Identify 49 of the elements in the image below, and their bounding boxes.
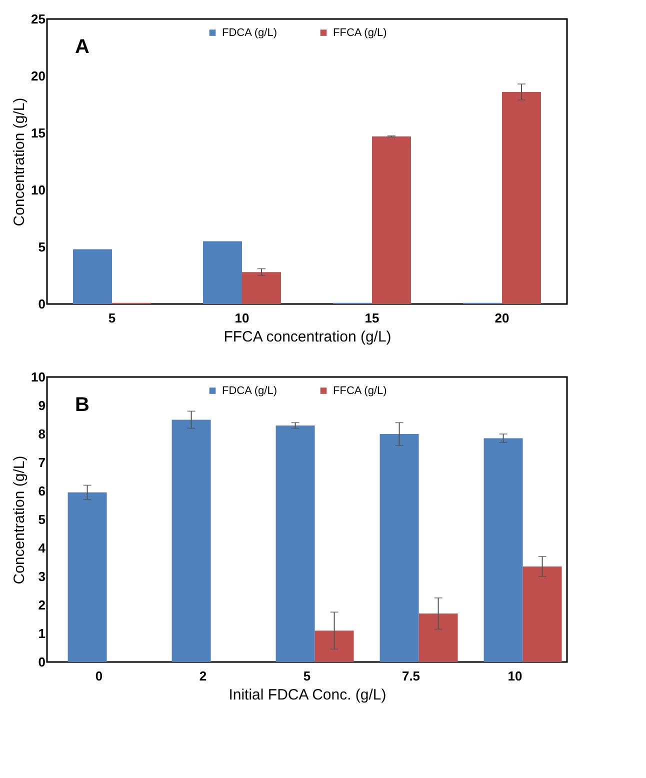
y-axis-title: Concentration (g/L)	[11, 456, 28, 584]
legend-label: FDCA (g/L)	[222, 26, 278, 39]
y-tick-label: 1	[38, 626, 46, 641]
bar	[203, 241, 242, 304]
x-tick-label: 20	[494, 310, 510, 326]
y-axis-title: Concentration (g/L)	[11, 98, 28, 226]
bar	[418, 614, 458, 662]
y-tick-label: 10	[31, 370, 46, 384]
y-tick-label: 5	[38, 512, 46, 527]
bar	[372, 136, 411, 304]
bar	[172, 420, 211, 662]
y-tick-label: 15	[31, 126, 46, 140]
y-tick-label: 6	[38, 484, 46, 498]
x-axis-title: FFCA concentration (g/L)	[224, 328, 392, 346]
bar	[242, 272, 281, 304]
x-tick-label: 5	[303, 668, 311, 684]
x-tick-label: 15	[364, 310, 380, 326]
bar	[68, 492, 107, 662]
y-tick-label: 25	[31, 12, 46, 26]
x-tick-label: 10	[234, 310, 250, 326]
bar	[73, 249, 112, 304]
bar	[276, 425, 315, 662]
y-tick-label: 8	[38, 426, 46, 442]
y-tick-label: 2	[38, 598, 46, 612]
y-tick-label: 10	[31, 182, 46, 198]
bar	[484, 438, 523, 662]
y-tick-label: 7	[38, 455, 46, 470]
legend-label: FFCA (g/L)	[333, 384, 387, 397]
legend-label: FDCA (g/L)	[222, 384, 278, 397]
x-tick-label: 2	[199, 668, 207, 684]
bar	[314, 630, 354, 662]
annotation: A	[75, 36, 90, 58]
y-tick-label: 5	[38, 240, 46, 254]
x-tick-label: 0	[95, 668, 103, 684]
x-tick-label: 7.5	[402, 668, 420, 684]
bar	[502, 92, 541, 304]
y-tick-label: 4	[38, 540, 46, 556]
y-tick-label: 0	[38, 296, 46, 312]
y-tick-label: 20	[31, 68, 46, 84]
x-tick-label: 5	[108, 310, 116, 326]
legend-label: FFCA (g/L)	[333, 26, 387, 39]
y-tick-label: 3	[38, 569, 46, 584]
bar	[380, 434, 419, 662]
y-tick-label: 9	[38, 398, 46, 413]
x-tick-label: 10	[508, 668, 522, 684]
bar	[522, 566, 562, 662]
y-tick-label: 0	[38, 654, 46, 670]
annotation: B	[75, 394, 90, 416]
x-axis-title: Initial FDCA Conc. (g/L)	[228, 686, 386, 704]
